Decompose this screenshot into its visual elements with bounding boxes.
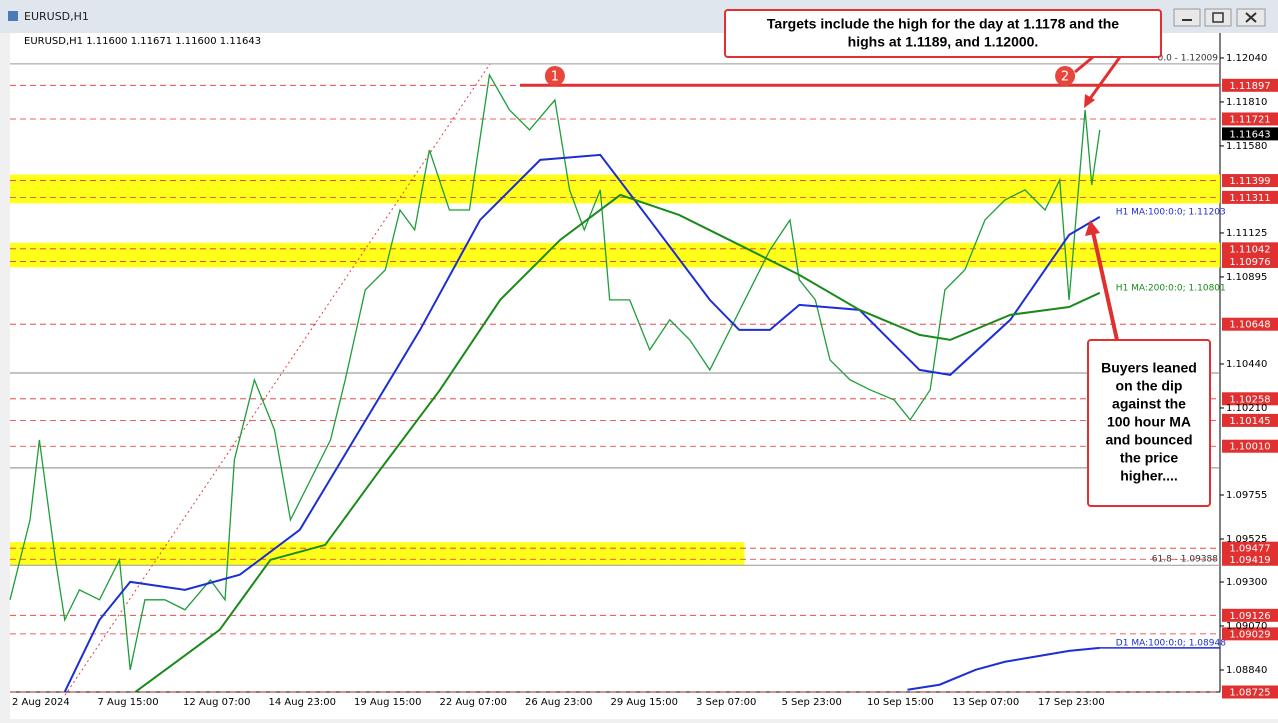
level-tag-label: 1.10648 — [1229, 320, 1270, 331]
level-tag-label: 1.11042 — [1229, 244, 1270, 255]
x-tick-label: 17 Sep 23:00 — [1038, 697, 1105, 708]
level-tag-label: 1.09029 — [1229, 629, 1270, 640]
annotation-text: against the — [1112, 396, 1186, 412]
level-tag-label: 1.11721 — [1229, 114, 1270, 125]
annotation-box — [724, 9, 1162, 58]
level-tag-label: 1.11897 — [1229, 81, 1270, 92]
arrow — [1074, 55, 1094, 74]
level-tag — [1222, 541, 1278, 555]
moving-average — [63, 153, 1101, 693]
moving-average — [134, 193, 1101, 693]
window-buttons[interactable] — [1173, 8, 1266, 27]
window-icon — [8, 11, 18, 21]
x-tick-label: 13 Sep 07:00 — [953, 697, 1020, 708]
point-marker-label: 1 — [551, 69, 559, 84]
x-tick-label: 7 Aug 15:00 — [98, 697, 159, 708]
level-tag-label: 1.09477 — [1229, 544, 1270, 555]
arrow-head — [1085, 220, 1100, 236]
level-tag — [1222, 608, 1278, 622]
level-tag — [1222, 439, 1278, 453]
y-tick-label: 1.08840 — [1226, 665, 1267, 676]
level-tag-label: 1.10145 — [1229, 416, 1270, 427]
level-tag — [1222, 242, 1278, 256]
fib-label: 61.8 - 1.09388 — [1152, 555, 1218, 565]
minimize-button[interactable] — [1173, 8, 1201, 27]
level-tag — [1222, 78, 1278, 92]
moving-average — [907, 646, 1100, 691]
level-tag — [1222, 392, 1278, 406]
level-tag-label: 1.09126 — [1229, 611, 1270, 622]
y-tick-label: 1.09300 — [1226, 577, 1267, 588]
y-tick-label: 1.10895 — [1226, 272, 1267, 283]
level-tag-label: 1.10976 — [1229, 257, 1270, 268]
chart-header: EURUSD,H1 1.11600 1.11671 1.11600 1.1164… — [24, 36, 261, 47]
current-price-tag — [1222, 127, 1278, 141]
chart-area — [10, 33, 1278, 719]
annotation-text: 100 hour MA — [1107, 414, 1191, 430]
y-tick-label: 1.12040 — [1226, 53, 1267, 64]
arrow — [1087, 56, 1122, 101]
level-tag-label: 1.11311 — [1229, 193, 1270, 204]
restore-button[interactable] — [1204, 8, 1232, 27]
level-tag-label: 1.10258 — [1229, 394, 1270, 405]
y-tick-label: 1.11580 — [1226, 141, 1267, 152]
annotation-text: Buyers leaned — [1101, 360, 1197, 376]
level-tag — [1222, 685, 1278, 699]
x-tick-label: 2 Aug 2024 — [12, 697, 70, 708]
y-tick-label: 1.09525 — [1226, 534, 1267, 545]
level-tag — [1222, 413, 1278, 427]
level-tag-label: 1.11399 — [1229, 176, 1270, 187]
level-tag-label: 1.10010 — [1229, 442, 1270, 453]
level-tag — [1222, 552, 1278, 566]
restore-icon — [1212, 12, 1224, 23]
x-tick-label: 10 Sep 15:00 — [867, 697, 934, 708]
support-zone — [10, 242, 1220, 268]
annotation-text: the price — [1120, 450, 1179, 466]
y-tick-label: 1.09755 — [1226, 490, 1267, 501]
x-tick-label: 12 Aug 07:00 — [183, 697, 250, 708]
fib-label: 0.0 - 1.12009 — [1158, 53, 1219, 63]
level-tag — [1222, 317, 1278, 331]
current-price-label: 1.11643 — [1229, 129, 1270, 140]
x-tick-label: 5 Sep 23:00 — [782, 697, 842, 708]
annotation-text: Targets include the high for the day at … — [767, 16, 1119, 32]
y-tick-label: 1.11810 — [1226, 97, 1267, 108]
ma-label: H1 MA:100:0:0; 1.11203 — [1116, 207, 1226, 217]
fib-diagonal — [64, 63, 491, 696]
ma-label: D1 MA:100:0:0; 1.08948 — [1116, 638, 1226, 648]
price-line — [9, 73, 1101, 670]
annotation-box — [1087, 339, 1211, 507]
level-tag — [1222, 174, 1278, 188]
y-tick-label: 1.10210 — [1226, 403, 1267, 414]
x-tick-label: 26 Aug 23:00 — [525, 697, 592, 708]
y-tick-label: 1.09070 — [1226, 621, 1267, 632]
ma-label: H1 MA:200:0:0; 1.10801 — [1116, 283, 1226, 293]
level-tag-label: 1.09419 — [1229, 555, 1270, 566]
annotation-text: highs at 1.1189, and 1.12000. — [848, 34, 1039, 50]
x-tick-label: 19 Aug 15:00 — [354, 697, 421, 708]
annotation-text: and bounced — [1105, 432, 1192, 448]
level-tag — [1222, 254, 1278, 268]
level-tag — [1222, 190, 1278, 204]
x-tick-label: 3 Sep 07:00 — [696, 697, 756, 708]
x-tick-label: 29 Aug 15:00 — [611, 697, 678, 708]
y-tick-label: 1.11125 — [1226, 228, 1267, 239]
arrow-head — [1084, 94, 1095, 108]
point-marker — [544, 65, 565, 86]
level-tag-label: 1.08725 — [1229, 688, 1270, 699]
y-tick-label: 1.10440 — [1226, 359, 1267, 370]
point-marker-label: 2 — [1061, 69, 1069, 84]
level-tag — [1222, 112, 1278, 126]
x-tick-label: 14 Aug 23:00 — [269, 697, 336, 708]
annotation-text: higher.... — [1120, 468, 1178, 484]
annotation-text: on the dip — [1116, 378, 1183, 394]
point-marker — [1055, 65, 1076, 86]
close-icon — [1245, 12, 1257, 23]
level-tag — [1222, 627, 1278, 641]
arrow — [1091, 231, 1119, 341]
x-tick-label: 22 Aug 07:00 — [440, 697, 507, 708]
window-title: EURUSD,H1 — [24, 10, 89, 23]
